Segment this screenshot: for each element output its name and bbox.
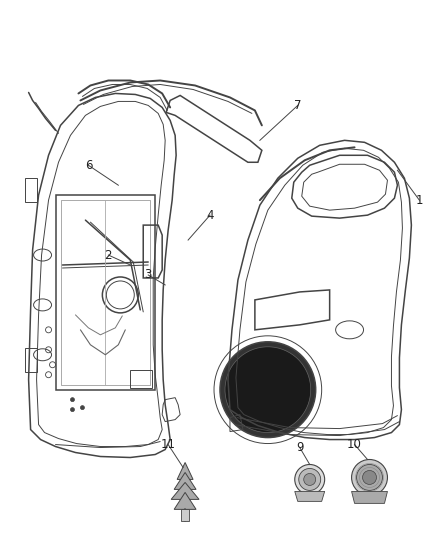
Text: 9: 9 [296,441,304,454]
Text: 4: 4 [206,208,214,222]
Polygon shape [295,491,325,502]
Polygon shape [174,492,196,510]
Polygon shape [174,472,196,489]
Circle shape [220,342,316,438]
Text: 6: 6 [85,159,92,172]
Text: 10: 10 [347,438,362,451]
Circle shape [352,459,388,495]
Circle shape [71,398,74,402]
Text: 2: 2 [105,248,112,262]
Circle shape [299,469,321,490]
Circle shape [295,464,325,495]
Text: 1: 1 [416,193,423,207]
Circle shape [363,471,377,484]
Circle shape [357,464,382,490]
Polygon shape [181,510,189,521]
Polygon shape [171,482,199,499]
Text: 11: 11 [161,438,176,451]
Text: 3: 3 [145,269,152,281]
Polygon shape [177,463,193,480]
Circle shape [71,408,74,411]
Circle shape [81,406,85,410]
Circle shape [304,473,316,486]
Text: 7: 7 [294,99,301,112]
Polygon shape [352,491,388,503]
Circle shape [225,347,311,433]
